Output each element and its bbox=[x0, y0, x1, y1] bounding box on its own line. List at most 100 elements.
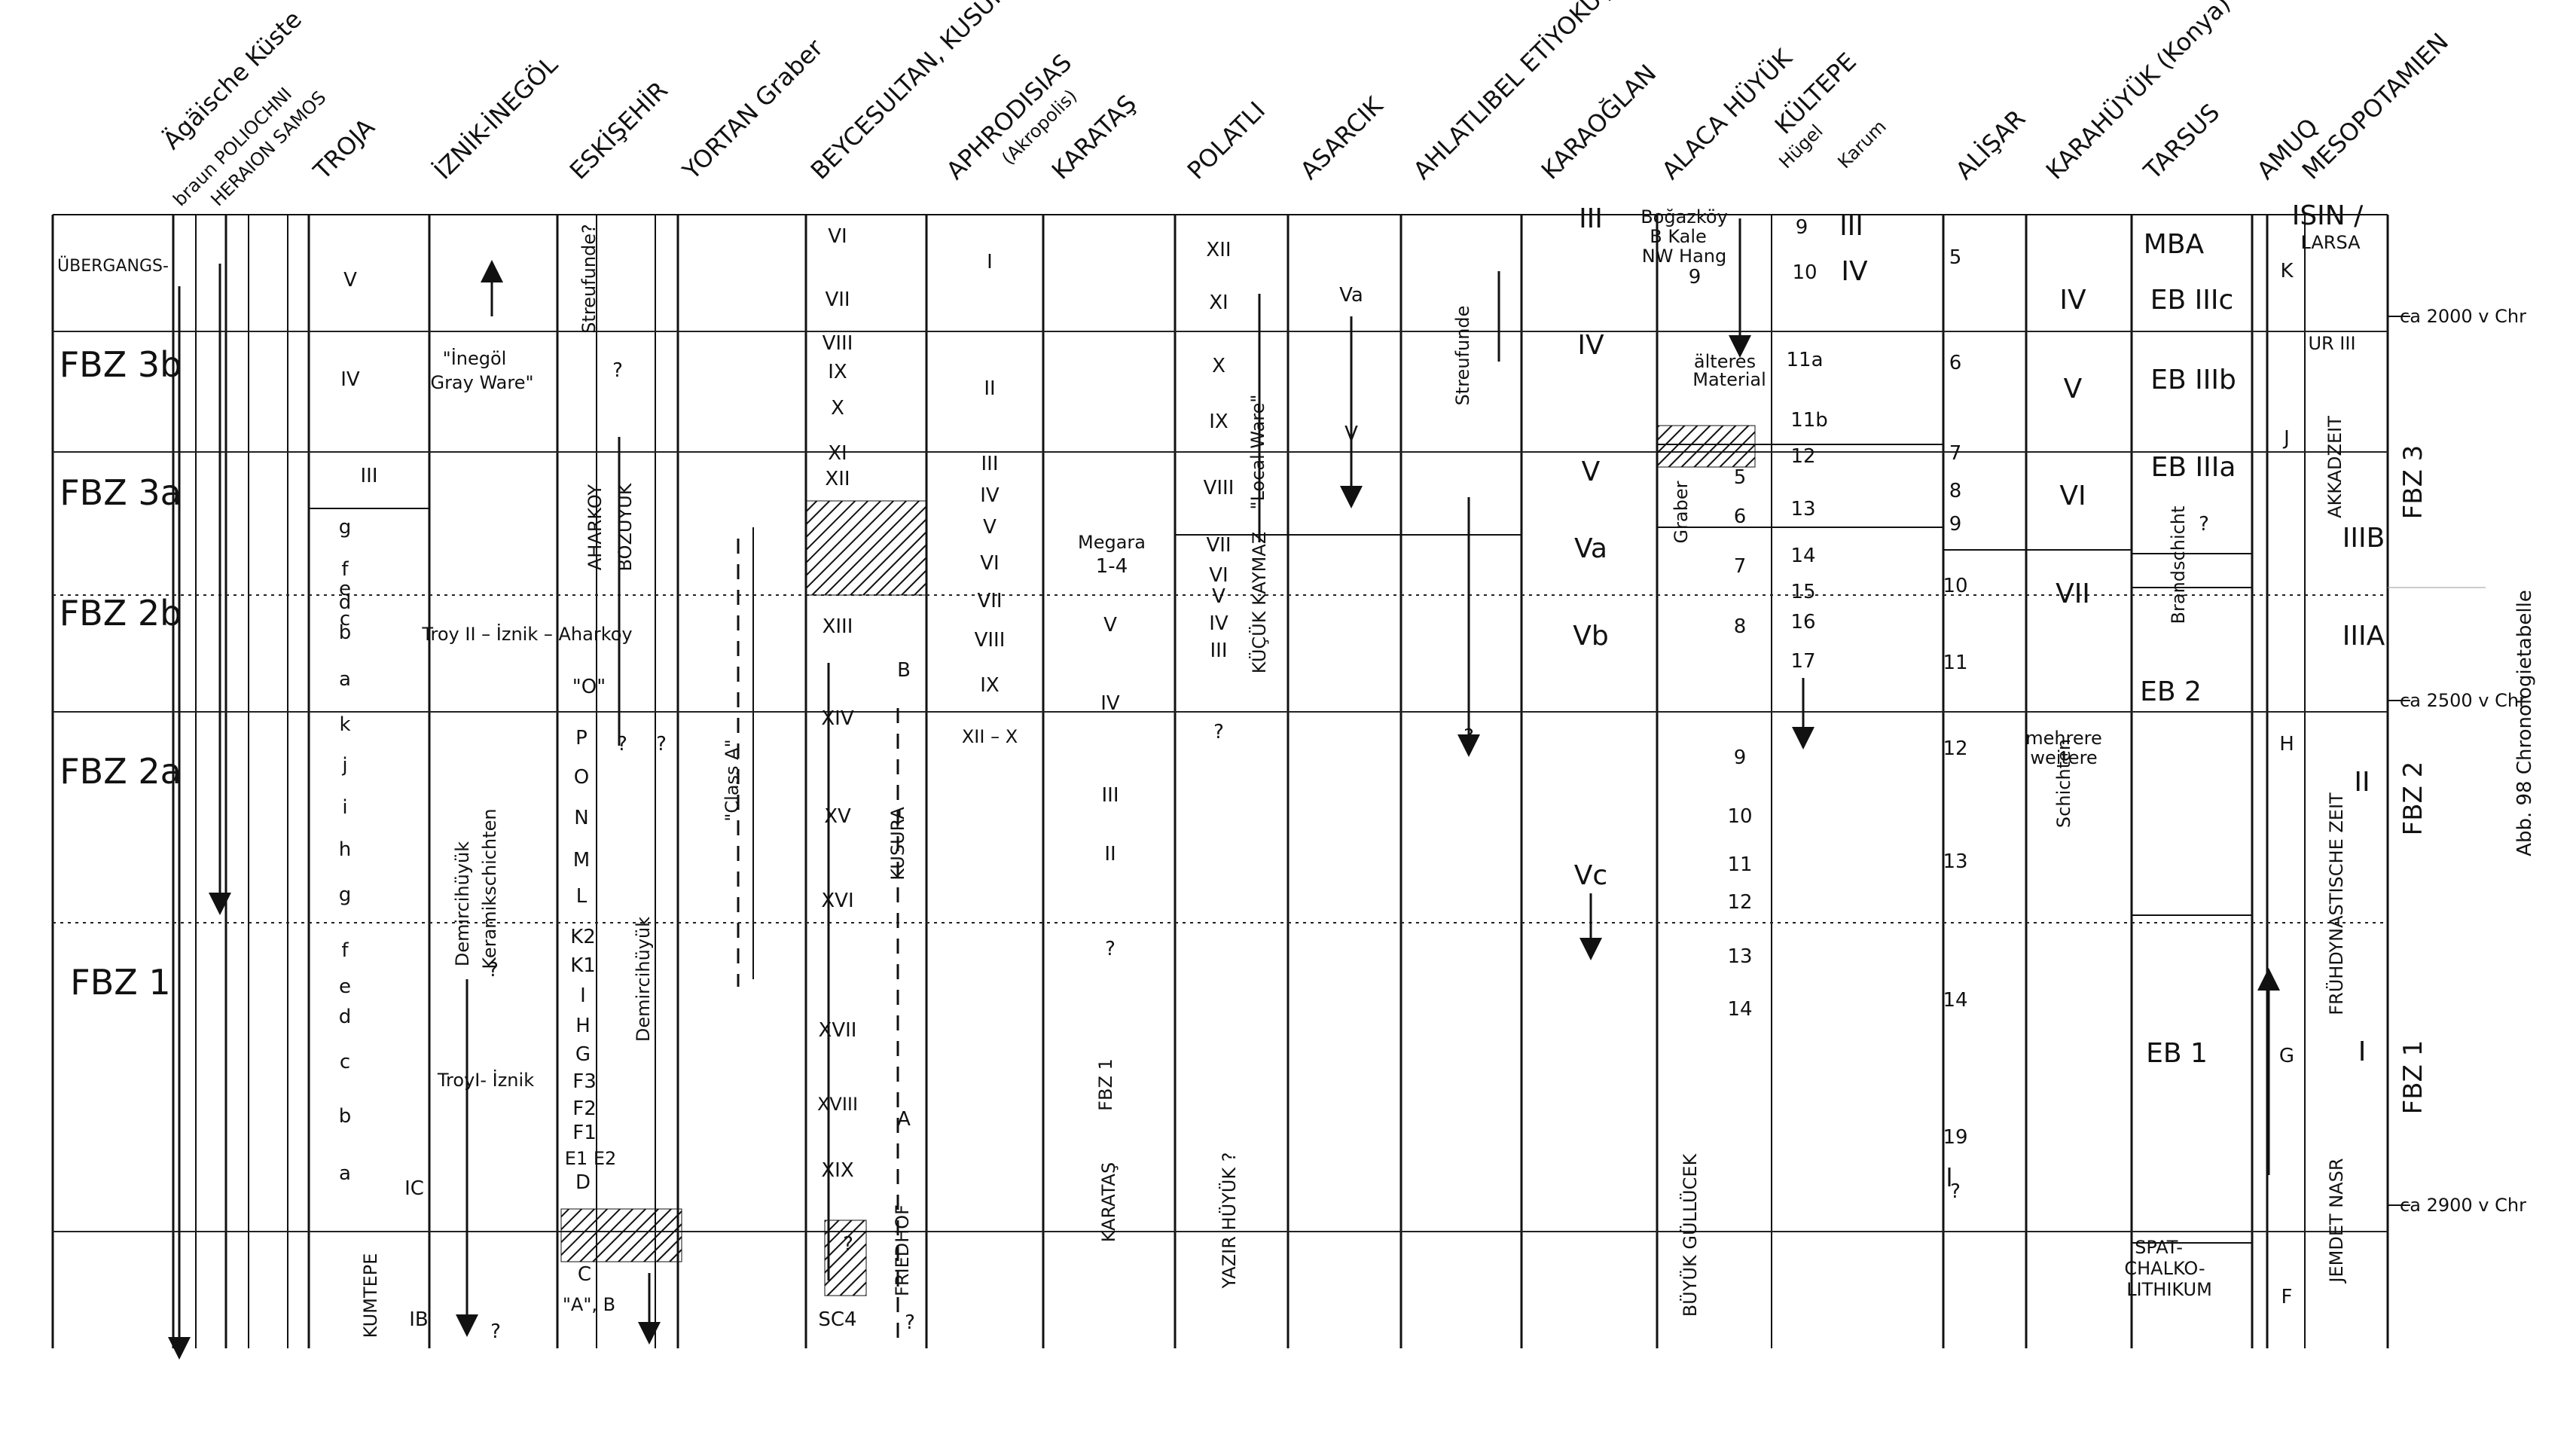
cell-label: ? bbox=[490, 1320, 501, 1343]
cell-label: TroyI- İznik bbox=[437, 1069, 534, 1091]
column-header: MESOPOTAMIEN bbox=[2297, 27, 2454, 185]
cell-label: II bbox=[1104, 843, 1116, 865]
cell-label: SC4 bbox=[818, 1308, 856, 1331]
cell-label: EB IIIa bbox=[2151, 452, 2236, 483]
hatched-areas bbox=[561, 426, 1755, 1296]
column-header: AHLATLIBEL ETİYOKUŞU bbox=[1408, 0, 1631, 185]
period-labels: ÜBERGANGS- FBZ 3b FBZ 3a FBZ 2b FBZ 2a FBZ 1 bbox=[57, 256, 182, 1003]
cell-label: 13 bbox=[1790, 498, 1815, 520]
cell-label: F2 bbox=[572, 1097, 597, 1120]
cell-label: VII bbox=[977, 590, 1002, 612]
cell-label: K2 bbox=[570, 926, 596, 948]
right-scale: FBZ 3 FBZ 2 FBZ 1 ca 2000 v Chr ca 2500 v Ch… bbox=[2388, 306, 2536, 1216]
cell-label: P bbox=[575, 727, 588, 749]
cell-label: K1 bbox=[570, 954, 596, 977]
cell-label: VIII bbox=[823, 332, 853, 355]
cell-label: 17 bbox=[1790, 650, 1815, 673]
cell-label: IV bbox=[980, 484, 1000, 507]
period-label: FBZ 1 bbox=[70, 962, 170, 1003]
cell-label: 13 bbox=[1943, 850, 1967, 873]
cell-label: XIV bbox=[821, 707, 853, 730]
cell-label: N bbox=[574, 807, 588, 829]
cell-label: mehrere bbox=[2025, 728, 2102, 749]
cell-label: ? bbox=[612, 359, 623, 382]
cell-label: c bbox=[340, 1051, 350, 1073]
cell-label: B bbox=[897, 659, 911, 682]
cell-label: M bbox=[573, 849, 590, 872]
cell-label: EB IIIc bbox=[2150, 285, 2234, 316]
cell-label: VI bbox=[828, 225, 847, 248]
cell-label: J bbox=[2282, 427, 2290, 450]
cell-label: Demircihüyük bbox=[452, 841, 473, 966]
cell-label: SPAT- bbox=[2135, 1237, 2183, 1258]
period-label: FBZ 2a bbox=[60, 751, 182, 792]
cell-label: 11 bbox=[1727, 853, 1752, 876]
column-header: KARAHÜYÜK (Konya) bbox=[2040, 0, 2236, 185]
cell-label: ? bbox=[1213, 721, 1224, 743]
column-header: Karum bbox=[1833, 116, 1890, 172]
cell-label: h bbox=[339, 838, 351, 861]
cell-label: "O" bbox=[572, 676, 606, 698]
column-header: TARSUS bbox=[2138, 98, 2225, 185]
cell-label: AHARKOY bbox=[584, 484, 606, 571]
cell-label: 15 bbox=[1790, 581, 1815, 603]
cell-label: e bbox=[339, 975, 351, 998]
cell-label: VI bbox=[980, 552, 999, 575]
cell-label: Megara bbox=[1078, 532, 1146, 553]
cell-label: L bbox=[576, 885, 588, 908]
cell-label: ? bbox=[1950, 1180, 1961, 1203]
cell-label: 8 bbox=[1734, 615, 1747, 638]
cell-label: 13 bbox=[1727, 945, 1752, 968]
column-header: BEYCESULTAN, KUSURA bbox=[805, 0, 1024, 185]
cell-label: I bbox=[2358, 1036, 2367, 1067]
column-header: İZNİK-İNEGÖL bbox=[429, 50, 563, 185]
cell-label: III bbox=[360, 465, 377, 487]
cell-label: g bbox=[339, 884, 352, 906]
cell-label: ? bbox=[1105, 938, 1116, 960]
cell-label: weitere bbox=[2030, 747, 2097, 768]
cell-label: d bbox=[339, 1006, 352, 1028]
cell-label: LARSA bbox=[2300, 232, 2361, 253]
cell-label: a bbox=[339, 668, 351, 691]
cell-label: MBA bbox=[2144, 229, 2205, 260]
cell-label: Brandschicht bbox=[2168, 506, 2189, 624]
cell-label: LITHIKUM bbox=[2126, 1279, 2212, 1300]
cell-label: IX bbox=[828, 361, 847, 383]
cell-label: JEMDET NASR bbox=[2326, 1158, 2347, 1284]
cell-label: F1 bbox=[572, 1122, 597, 1144]
cell-label: XII bbox=[1206, 239, 1231, 261]
cell-label: FRIEDHOF bbox=[892, 1204, 913, 1296]
cell-label: 7 bbox=[1734, 555, 1747, 578]
cell-label: 9 bbox=[1949, 513, 1962, 536]
cell-label: NW Hang bbox=[1642, 246, 1727, 267]
cell-label: 11 bbox=[1943, 652, 1967, 674]
cell-label: Demircihüyük bbox=[633, 917, 654, 1042]
cell-label: H bbox=[2279, 733, 2294, 756]
cell-label: 9 bbox=[1796, 216, 1808, 239]
cell-label: CHALKO- bbox=[2124, 1258, 2205, 1279]
cell-label: ? bbox=[905, 1311, 915, 1334]
cell-label: KUMTEPE bbox=[360, 1253, 381, 1339]
cell-label: K bbox=[2280, 260, 2294, 282]
figure-caption: Abb. 98 Chronologietabelle bbox=[2513, 590, 2536, 856]
cell-label: VIII bbox=[1204, 477, 1235, 499]
cell-label: älteres bbox=[1694, 351, 1756, 372]
cell-label: V bbox=[1212, 585, 1225, 608]
cell-label: AKKADZEIT bbox=[2324, 416, 2346, 518]
period-label: ÜBERGANGS- bbox=[57, 256, 169, 276]
cell-label: "Class A" bbox=[722, 739, 743, 821]
cell-label: II bbox=[2354, 767, 2370, 798]
cell-label: Troy II – İznik – Aharkoy bbox=[421, 623, 632, 645]
cell-label: Streufunde? bbox=[578, 224, 600, 334]
cell-label: V bbox=[983, 516, 997, 539]
cell-label: VIII bbox=[975, 629, 1006, 652]
cell-label: 16 bbox=[1790, 611, 1815, 633]
cell-label: G bbox=[575, 1043, 591, 1066]
cell-label: Va bbox=[1574, 533, 1607, 564]
cell-label: III bbox=[1101, 784, 1119, 807]
cell-label: ? bbox=[843, 1233, 853, 1256]
cell-label: IC bbox=[404, 1177, 424, 1200]
cell-label: YAZIR HÜYÜK ? bbox=[1218, 1152, 1240, 1290]
cell-label: e bbox=[339, 578, 351, 600]
